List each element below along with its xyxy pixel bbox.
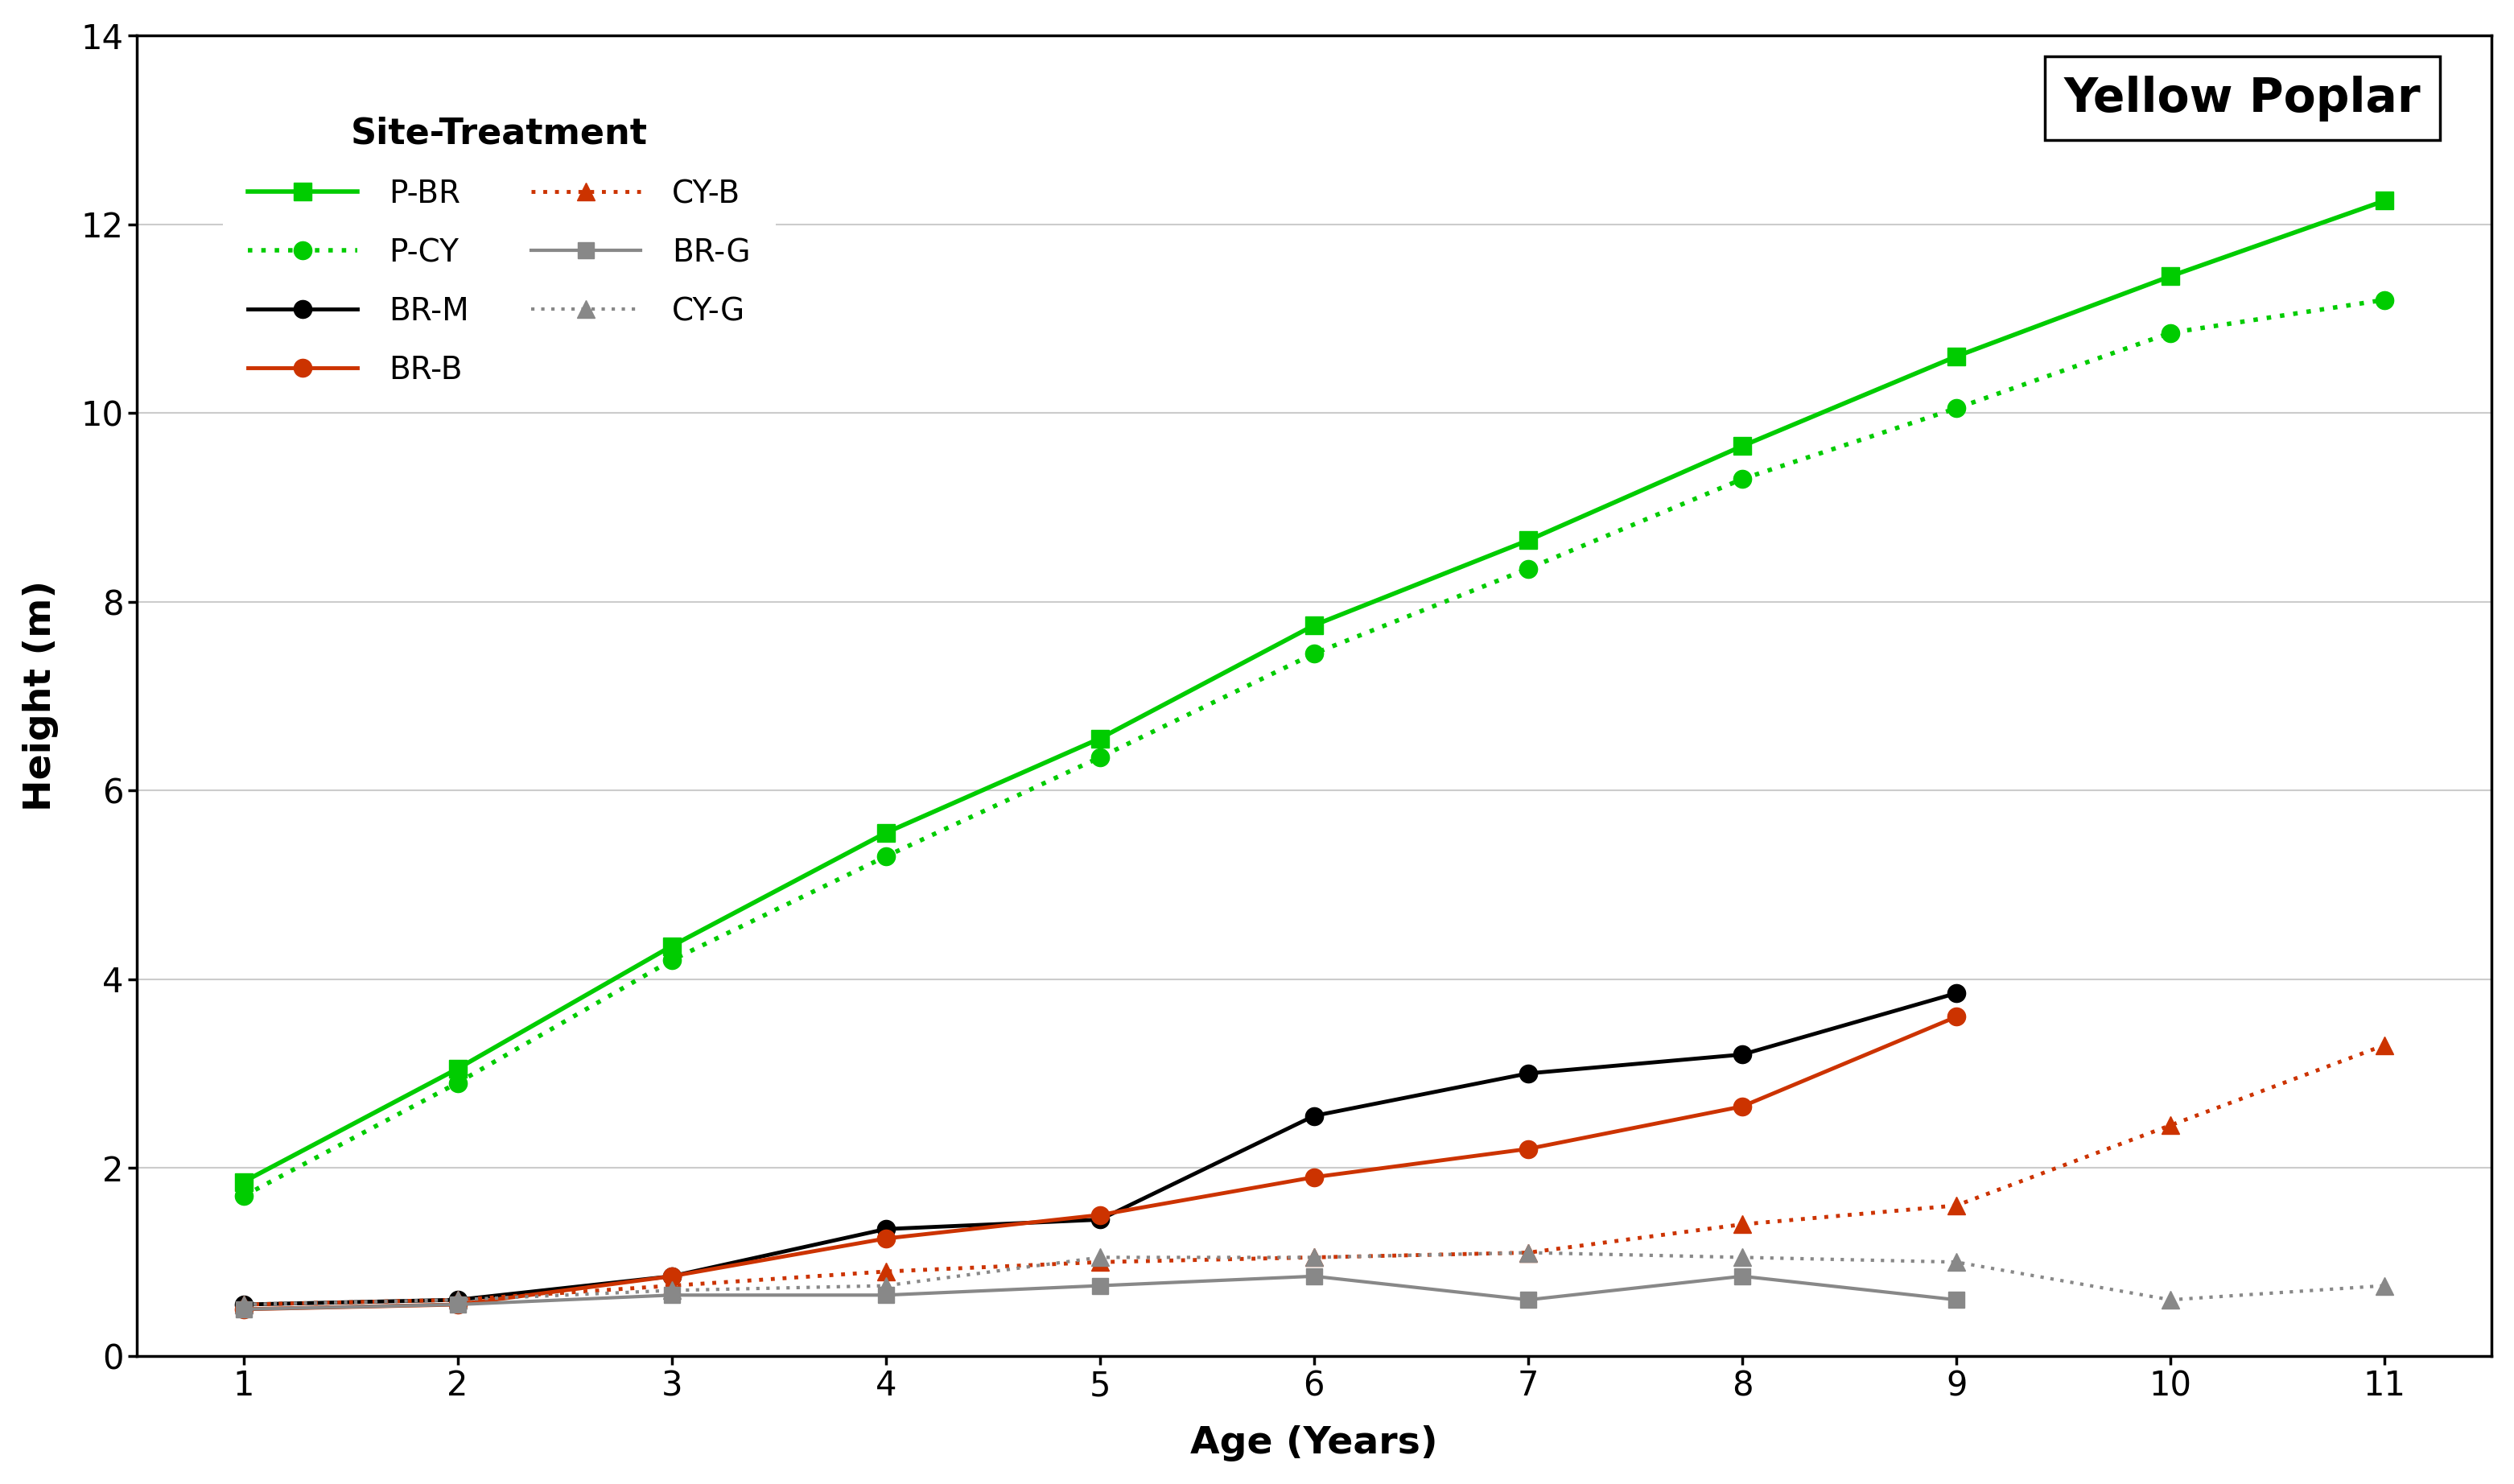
BR-M [442,1291,473,1309]
P-CY [1086,748,1116,766]
CY-B [1727,1215,1757,1233]
BR-G [1941,1291,1971,1309]
BR-G [442,1296,473,1313]
BR-B [1727,1098,1757,1116]
BR-M [1086,1211,1116,1229]
Legend: P-BR, P-CY, BR-M, BR-B, CY-B, BR-G, CY-G: P-BR, P-CY, BR-M, BR-B, CY-B, BR-G, CY-G [224,91,777,411]
P-BR [2154,267,2185,285]
CY-G [870,1276,900,1294]
Line: CY-B: CY-B [234,1036,2393,1313]
P-CY [2371,291,2401,309]
BR-G [1086,1276,1116,1294]
X-axis label: Age (Years): Age (Years) [1189,1426,1438,1462]
CY-G [2371,1276,2401,1294]
P-BR [2371,191,2401,209]
BR-G [870,1287,900,1304]
P-CY [442,1074,473,1092]
CY-B [2154,1116,2185,1134]
CY-B [1941,1196,1971,1214]
BR-M [1941,984,1971,1002]
BR-M [1300,1107,1330,1125]
CY-G [656,1282,686,1300]
CY-G [1300,1248,1330,1266]
P-BR [442,1060,473,1077]
CY-B [1300,1248,1330,1266]
BR-G [1727,1267,1757,1285]
P-BR [229,1172,259,1190]
P-CY [1513,559,1544,577]
CY-G [2154,1291,2185,1309]
P-CY [229,1187,259,1205]
CY-G [1086,1248,1116,1266]
BR-G [656,1287,686,1304]
Text: Yellow Poplar: Yellow Poplar [2064,76,2421,122]
BR-M [1513,1064,1544,1082]
P-CY [656,951,686,969]
Line: BR-B: BR-B [234,1008,1966,1318]
BR-M [1727,1046,1757,1064]
Line: BR-M: BR-M [234,984,1966,1313]
P-BR [656,936,686,954]
BR-B [229,1300,259,1318]
BR-B [442,1296,473,1313]
BR-G [1513,1291,1544,1309]
P-CY [1727,470,1757,488]
Y-axis label: Height (m): Height (m) [23,580,58,812]
P-BR [1300,616,1330,634]
BR-G [229,1300,259,1318]
BR-B [1513,1140,1544,1158]
CY-G [442,1291,473,1309]
Line: CY-G: CY-G [234,1244,2393,1313]
CY-B [656,1276,686,1294]
BR-B [1086,1206,1116,1224]
P-BR [1513,531,1544,549]
CY-B [1086,1252,1116,1270]
P-CY [870,847,900,865]
P-BR [1941,347,1971,365]
P-BR [1086,730,1116,748]
Line: BR-G: BR-G [236,1269,1963,1318]
P-CY [1300,644,1330,662]
CY-B [870,1263,900,1281]
P-CY [1941,399,1971,417]
BR-B [1300,1168,1330,1186]
BR-B [1941,1008,1971,1025]
CY-B [1513,1244,1544,1261]
CY-B [2371,1036,2401,1054]
Line: P-CY: P-CY [234,291,2393,1205]
BR-M [870,1220,900,1238]
BR-M [229,1296,259,1313]
BR-M [656,1267,686,1285]
CY-G [229,1296,259,1313]
BR-G [1300,1267,1330,1285]
BR-B [870,1230,900,1248]
P-BR [1727,438,1757,456]
P-CY [2154,324,2185,341]
CY-G [1941,1252,1971,1270]
BR-B [656,1267,686,1285]
CY-B [229,1296,259,1313]
CY-G [1513,1244,1544,1261]
CY-B [442,1291,473,1309]
P-BR [870,824,900,841]
Line: P-BR: P-BR [234,191,2393,1190]
CY-G [1727,1248,1757,1266]
